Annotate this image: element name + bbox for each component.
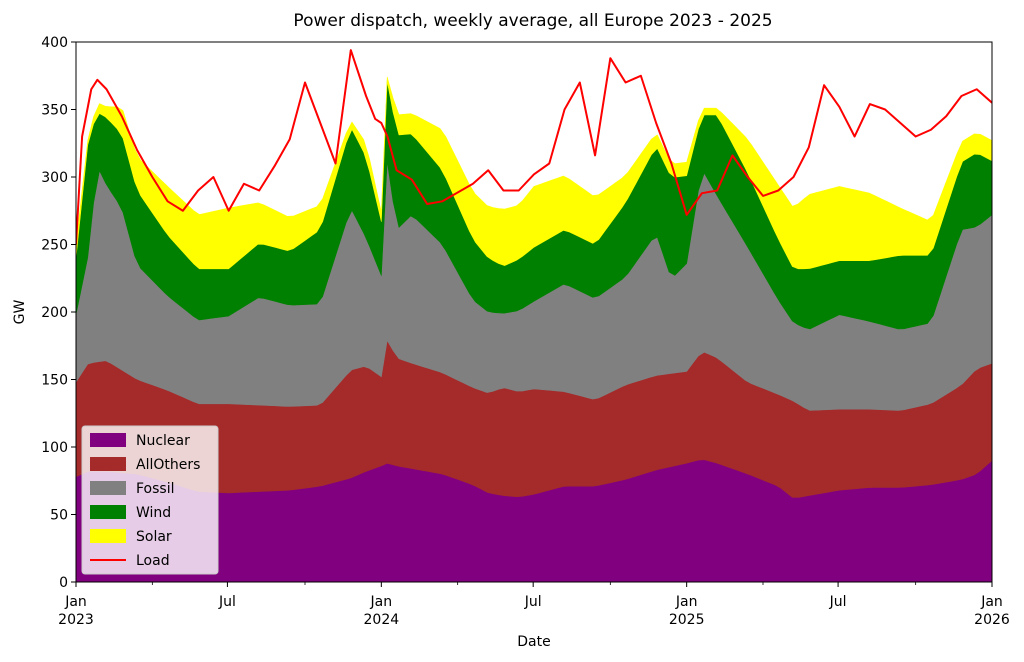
x-tick-label: Jul bbox=[829, 594, 847, 610]
x-tick-year-label: 2024 bbox=[364, 612, 400, 628]
x-tick-label: Jul bbox=[218, 594, 236, 610]
legend-label-allothers: AllOthers bbox=[136, 457, 200, 473]
x-tick-year-label: 2023 bbox=[58, 612, 94, 628]
legend-label-load: Load bbox=[136, 553, 170, 569]
y-tick-label: 350 bbox=[41, 103, 68, 119]
legend-swatch-nuclear bbox=[90, 433, 126, 447]
y-axis: 0 50 100 150 200 250 300 350 400 bbox=[41, 35, 76, 591]
legend-swatch-wind bbox=[90, 505, 126, 519]
x-tick-year-label: 2025 bbox=[669, 612, 705, 628]
y-tick-label: 100 bbox=[41, 440, 68, 456]
area-solar bbox=[76, 76, 992, 270]
x-axis: Jan 2023 Jul Jan 2024 Jul Jan 2025 Jul Jan 2026 bbox=[58, 582, 1010, 628]
y-tick-label: 0 bbox=[59, 575, 68, 591]
legend-swatch-allothers bbox=[90, 457, 126, 471]
x-axis-label: Date bbox=[517, 634, 550, 650]
x-tick-label: Jan bbox=[980, 594, 1003, 610]
legend-swatch-fossil bbox=[90, 481, 126, 495]
y-tick-label: 200 bbox=[41, 305, 68, 321]
x-tick-label: Jan bbox=[675, 594, 698, 610]
legend: Nuclear AllOthers Fossil Wind Solar Load bbox=[81, 425, 219, 575]
load-line-layer bbox=[76, 49, 992, 245]
area-layers bbox=[76, 76, 992, 582]
y-tick-label: 150 bbox=[41, 373, 68, 389]
y-axis-label: GW bbox=[12, 300, 28, 325]
y-tick-label: 250 bbox=[41, 238, 68, 254]
x-tick-label: Jan bbox=[370, 594, 393, 610]
line-load bbox=[76, 49, 992, 245]
plot-area bbox=[76, 49, 992, 582]
legend-label-wind: Wind bbox=[136, 505, 171, 521]
x-tick-label: Jul bbox=[524, 594, 542, 610]
y-tick-label: 300 bbox=[41, 170, 68, 186]
legend-label-fossil: Fossil bbox=[136, 481, 175, 497]
x-tick-label: Jan bbox=[64, 594, 87, 610]
legend-swatch-solar bbox=[90, 529, 126, 543]
y-tick-label: 400 bbox=[41, 35, 68, 51]
chart-title: Power dispatch, weekly average, all Euro… bbox=[293, 11, 772, 31]
legend-label-solar: Solar bbox=[136, 529, 172, 545]
y-tick-label: 50 bbox=[50, 508, 68, 524]
x-tick-year-label: 2026 bbox=[974, 612, 1010, 628]
legend-label-nuclear: Nuclear bbox=[136, 433, 190, 449]
